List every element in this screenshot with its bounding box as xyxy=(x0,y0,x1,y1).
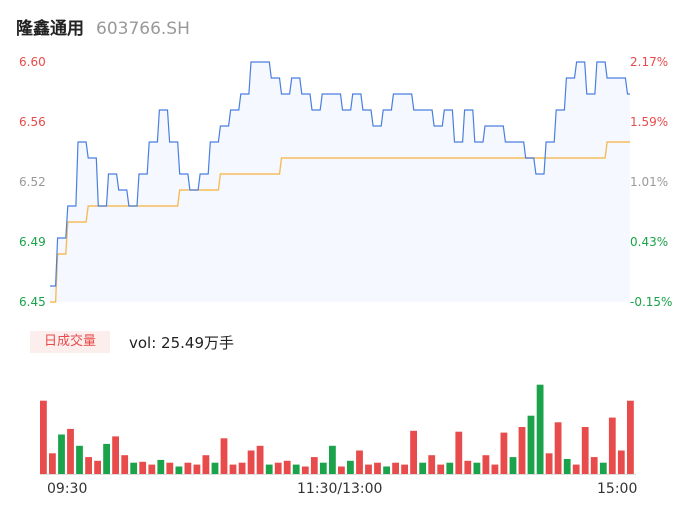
volume-bar xyxy=(491,464,499,474)
volume-bar xyxy=(383,466,390,474)
price-tick-label: 6.56 xyxy=(19,115,46,129)
price-line xyxy=(50,61,630,287)
volume-bar xyxy=(130,462,138,474)
price-tick-label: 6.49 xyxy=(19,235,46,249)
volume-bar xyxy=(94,460,101,474)
volume-bar xyxy=(536,384,544,474)
volume-bar xyxy=(67,428,74,474)
percent-tick-label: 0.43% xyxy=(630,235,669,249)
volume-bar xyxy=(563,459,571,474)
volume-bar xyxy=(590,457,598,474)
volume-bar xyxy=(410,430,417,474)
volume-bar xyxy=(202,455,210,474)
volume-bar xyxy=(238,462,246,474)
volume-bar xyxy=(247,450,255,474)
volume-bar xyxy=(608,417,616,474)
volume-bar xyxy=(419,462,427,474)
volume-bar xyxy=(139,461,147,474)
volume-bar xyxy=(103,443,110,474)
volume-bar xyxy=(437,464,445,474)
volume-bar xyxy=(49,453,56,474)
volume-bar xyxy=(446,462,454,474)
price-tick-label: 6.60 xyxy=(19,55,46,69)
volume-bar xyxy=(157,459,165,474)
volume-bar xyxy=(473,462,481,474)
x-tick-label: 15:00 xyxy=(597,481,638,497)
volume-bar xyxy=(85,457,92,474)
volume-bar xyxy=(338,466,345,474)
volume-bar xyxy=(482,455,490,474)
percent-tick-label: 1.01% xyxy=(630,175,669,189)
volume-bar xyxy=(554,422,562,474)
volume-bar xyxy=(310,457,318,474)
volume-bar xyxy=(581,427,589,474)
volume-bar xyxy=(527,415,535,474)
percent-tick-label: 2.17% xyxy=(630,55,669,69)
volume-tag[interactable]: 日成交量 xyxy=(30,331,110,353)
volume-bar xyxy=(184,462,192,474)
volume-bar xyxy=(374,462,381,474)
volume-bar xyxy=(220,438,228,474)
volume-bar xyxy=(301,466,309,474)
price-tick-label: 6.45 xyxy=(19,295,46,309)
volume-bar xyxy=(121,455,129,474)
volume-bar xyxy=(166,462,174,474)
volume-bar xyxy=(464,460,472,474)
percent-tick-label: -0.15% xyxy=(630,295,673,309)
volume-bar xyxy=(392,462,399,474)
volume-bar xyxy=(356,450,363,474)
volume-bar xyxy=(274,462,282,474)
average-price-line xyxy=(50,141,630,303)
x-tick-label: 09:30 xyxy=(47,481,88,497)
volume-bar xyxy=(627,400,634,474)
volume-bar xyxy=(509,457,517,474)
volume-bar xyxy=(365,464,372,474)
volume-bar xyxy=(112,436,119,474)
volume-bar xyxy=(599,462,607,474)
price-tick-label: 6.52 xyxy=(19,175,46,189)
volume-bar xyxy=(58,434,65,474)
volume-bar xyxy=(292,464,300,474)
volume-bar xyxy=(148,464,156,474)
volume-bar xyxy=(572,464,580,474)
volume-bar xyxy=(283,460,291,474)
volume-bar xyxy=(545,453,553,474)
stock-name: 隆鑫通用 xyxy=(16,19,84,39)
volume-bar xyxy=(428,455,436,474)
volume-bar xyxy=(617,450,625,474)
volume-bar xyxy=(518,427,526,474)
volume-bar xyxy=(265,464,273,474)
volume-bar xyxy=(175,466,183,474)
stock-code: 603766.SH xyxy=(96,19,190,39)
price-area-fill xyxy=(50,62,630,302)
volume-bar xyxy=(40,400,47,474)
volume-bar xyxy=(211,462,219,474)
volume-bar xyxy=(229,464,237,474)
volume-bar xyxy=(347,460,354,474)
volume-bar xyxy=(193,464,201,474)
volume-bar xyxy=(455,431,463,474)
volume-readout: vol: 25.49万手 xyxy=(129,334,234,352)
volume-bar xyxy=(500,432,508,474)
x-tick-label: 11:30/13:00 xyxy=(297,481,383,497)
volume-bar xyxy=(319,462,327,474)
volume-bar xyxy=(401,464,408,474)
volume-bar xyxy=(256,445,264,474)
chart-title: 隆鑫通用 603766.SH xyxy=(16,14,190,39)
volume-bar xyxy=(329,445,336,474)
volume-bar xyxy=(76,445,83,474)
percent-tick-label: 1.59% xyxy=(630,115,669,129)
